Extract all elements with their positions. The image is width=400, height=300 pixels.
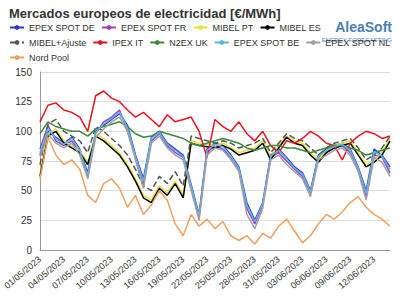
svg-text:03/06/2023: 03/06/2023 bbox=[264, 254, 306, 291]
svg-text:04/05/2023: 04/05/2023 bbox=[26, 254, 68, 291]
svg-text:22/05/2023: 22/05/2023 bbox=[169, 254, 211, 291]
svg-text:07/05/2023: 07/05/2023 bbox=[50, 254, 91, 291]
svg-text:AleaSoft: AleaSoft bbox=[335, 19, 392, 35]
svg-text:75: 75 bbox=[21, 156, 33, 167]
svg-text:Mercados europeos de electrici: Mercados europeos de electricidad [€/MWh… bbox=[9, 6, 281, 21]
svg-text:31/05/2023: 31/05/2023 bbox=[240, 254, 282, 291]
svg-text:MIBEL ES: MIBEL ES bbox=[280, 23, 321, 33]
svg-text:13/05/2023: 13/05/2023 bbox=[97, 254, 139, 291]
svg-text:10/05/2023: 10/05/2023 bbox=[73, 254, 115, 291]
svg-text:150: 150 bbox=[15, 67, 32, 78]
svg-text:50: 50 bbox=[21, 185, 33, 196]
svg-text:01/05/2023: 01/05/2023 bbox=[2, 254, 44, 291]
svg-text:100: 100 bbox=[15, 126, 32, 137]
svg-text:EPEX SPOT DE: EPEX SPOT DE bbox=[29, 23, 95, 33]
svg-text:09/06/2023: 09/06/2023 bbox=[312, 254, 354, 291]
svg-text:N2EX UK: N2EX UK bbox=[169, 38, 208, 48]
svg-text:Nord Pool: Nord Pool bbox=[29, 53, 69, 63]
svg-text:125: 125 bbox=[15, 96, 32, 107]
svg-text:12/06/2023: 12/06/2023 bbox=[336, 254, 377, 291]
svg-text:MIBEL PT: MIBEL PT bbox=[213, 23, 254, 33]
svg-text:MIBEL+Ajuste: MIBEL+Ajuste bbox=[29, 38, 86, 48]
svg-text:EPEX SPOT FR: EPEX SPOT FR bbox=[121, 23, 187, 33]
svg-text:19/05/2023: 19/05/2023 bbox=[145, 254, 187, 291]
svg-text:28/05/2023: 28/05/2023 bbox=[217, 254, 258, 291]
svg-text:0: 0 bbox=[26, 245, 32, 256]
svg-text:EPEX SPOT BE: EPEX SPOT BE bbox=[234, 38, 299, 48]
svg-text:IPEX IT: IPEX IT bbox=[112, 38, 144, 48]
svg-text:25/05/2023: 25/05/2023 bbox=[193, 254, 235, 291]
svg-text:25: 25 bbox=[21, 215, 33, 226]
svg-text:EPEX SPOT NL: EPEX SPOT NL bbox=[325, 38, 390, 48]
svg-text:16/05/2023: 16/05/2023 bbox=[121, 254, 163, 291]
svg-text:06/06/2023: 06/06/2023 bbox=[288, 254, 330, 291]
